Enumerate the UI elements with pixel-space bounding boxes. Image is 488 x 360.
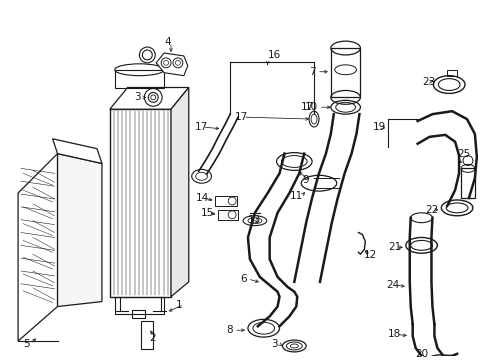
Text: 2: 2 [149,333,156,343]
Polygon shape [156,53,187,76]
Bar [115,70,164,87]
Bar [330,48,360,97]
Bar [460,168,474,198]
Text: 10: 10 [305,102,318,112]
Text: 6: 6 [240,274,246,284]
Bar [215,196,237,206]
Bar [447,70,456,76]
Text: 21: 21 [387,242,401,252]
Text: 17: 17 [235,112,248,122]
Text: 7: 7 [308,67,315,77]
Polygon shape [110,87,188,109]
Text: 3: 3 [134,93,141,102]
Text: 5: 5 [23,339,30,349]
Bar [115,297,164,314]
Text: 11: 11 [289,191,302,201]
Text: 4: 4 [164,37,170,47]
Text: 18: 18 [387,329,401,339]
Text: 19: 19 [372,122,386,132]
Text: 24: 24 [386,280,399,290]
Text: 17: 17 [194,122,207,132]
Polygon shape [18,154,58,341]
Text: 14: 14 [195,193,208,203]
Text: 9: 9 [302,175,308,185]
Text: 1: 1 [176,300,182,310]
Polygon shape [58,154,102,306]
Text: 23: 23 [422,77,435,87]
Text: 8: 8 [226,325,232,335]
Text: 16: 16 [267,50,281,60]
Polygon shape [171,87,188,297]
Text: 22: 22 [425,205,438,215]
Text: 20: 20 [415,349,428,359]
Text: 25: 25 [456,149,469,159]
Bar [141,321,153,349]
Bar [110,109,171,297]
Text: 17: 17 [301,102,314,112]
Text: 12: 12 [363,250,376,260]
Bar [131,310,145,318]
Text: 13: 13 [247,215,261,225]
Text: 3: 3 [271,339,278,349]
Bar [218,210,238,220]
Text: 15: 15 [200,208,213,218]
Polygon shape [53,139,102,163]
